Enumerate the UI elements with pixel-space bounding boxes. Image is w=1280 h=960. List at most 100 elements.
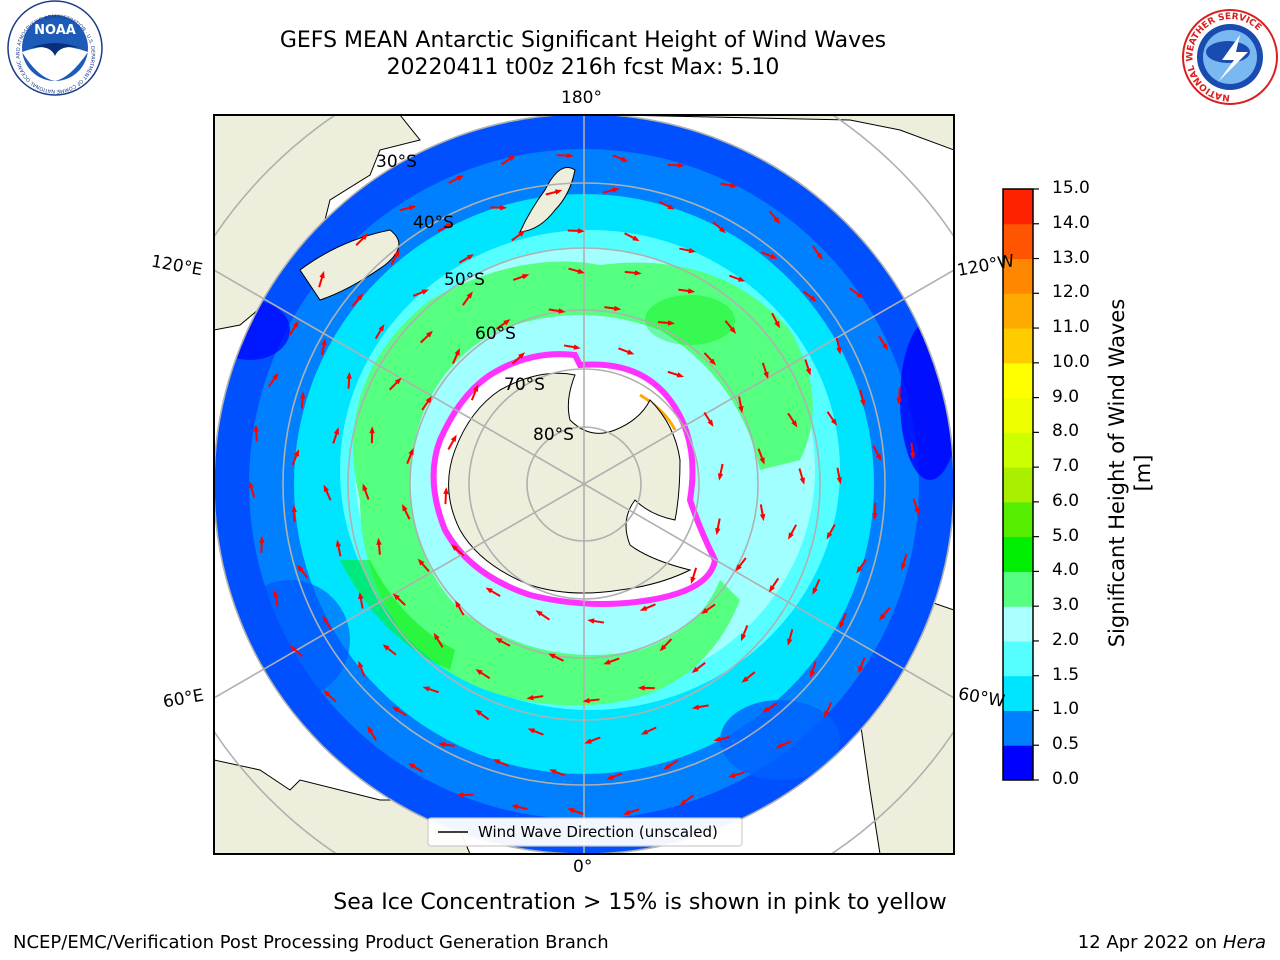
colorbar-segment [1003,432,1033,468]
colorbar-tick-label: 0.0 [1052,769,1080,789]
wave-direction-arrow [823,702,833,718]
wave-direction-arrow [587,618,605,624]
wave-direction-arrow [691,662,706,674]
colorbar-tick-label: 1.5 [1052,664,1080,685]
wave-direction-arrow [809,661,817,678]
wave-direction-arrow [812,578,821,595]
wave-direction-arrow [703,411,714,427]
wave-direction-arrow [323,690,337,703]
lat-label-60s: 60°S [475,324,516,344]
wave-direction-arrow [618,347,635,355]
wave-direction-arrow [912,498,920,515]
wave-direction-arrow [474,709,490,721]
wave-direction-arrow [332,427,339,444]
wave-height-field [214,115,954,854]
wave-direction-arrow [835,337,842,355]
wave-direction-arrow [495,319,511,330]
wave-direction-arrow [443,487,449,505]
wave-direction-arrow [690,567,698,585]
wave-direction-arrow [392,706,407,717]
wave-direction-arrow [771,312,780,329]
wave-direction-arrow [639,603,656,611]
wave-direction-arrow [545,189,563,196]
lat-label-30s: 30°S [376,152,417,172]
colorbar-segment [1003,189,1033,225]
wave-direction-arrow [856,558,867,574]
nws-logo: NATIONAL WEATHER SERVICE [1182,9,1278,105]
wave-direction-arrow [909,442,916,460]
wave-direction-arrow [612,154,629,162]
wave-direction-arrow [417,558,430,573]
wave-direction-arrow [450,544,465,557]
wave-direction-arrow [362,483,370,500]
wave-direction-arrow [548,653,565,662]
colorbar-segment [1003,571,1033,607]
wave-direction-arrow [455,600,465,616]
wave-direction-arrow [288,320,299,336]
map-title: GEFS MEAN Antarctic Significant Height o… [279,28,887,53]
wave-direction-arrow [273,589,279,607]
colorbar-segment [1003,640,1033,677]
wave-direction-arrow [624,270,642,276]
colorbar-tick-label: 6.0 [1052,490,1080,511]
wave-direction-arrow [253,424,259,442]
wave-direction-arrow [447,434,457,450]
wave-direction-arrow [291,505,297,523]
wave-direction-arrow [512,274,530,281]
wave-direction-arrow [548,769,566,777]
wave-direction-arrow [567,228,585,234]
wave-direction-arrow [738,396,744,414]
wave-direction-arrow [720,182,738,189]
wave-direction-arrow [511,352,526,365]
wave-direction-arrow [637,685,655,691]
wave-direction-arrow [407,762,423,773]
wave-direction-arrow [392,593,406,606]
colorbar-segment [1003,501,1033,538]
map-legend: Wind Wave Direction (unscaled) [427,817,743,847]
colorbar-tick-label: 10.0 [1052,351,1090,372]
wave-direction-arrow [452,348,460,364]
wave-direction-arrow [456,792,474,798]
wave-direction-arrow [667,370,685,378]
wave-direction-arrow [735,557,747,572]
wave-direction-arrow [527,728,544,736]
wave-direction-arrow [728,771,745,778]
colorbar-label: Significant Height of Wind Waves [m] [1105,298,1155,648]
colorbar-segment [1003,710,1033,746]
wave-direction-arrow [604,305,622,312]
graticule [214,115,954,854]
colorbar-segment [1003,606,1033,642]
wave-direction-arrow [388,377,402,391]
wave-direction-arrow [788,524,797,540]
wave-direction-arrow [358,660,366,677]
noaa-logo-text: NOAA [34,23,76,38]
wave-direction-arrow [761,362,769,380]
colorbar-segment [1003,397,1033,433]
wave-direction-arrow [729,274,746,282]
wave-direction-arrow [485,587,501,597]
colorbar-segment [1003,745,1033,781]
colorbar-tick-label: 8.0 [1052,421,1080,442]
wave-direction-arrow [296,564,309,579]
wave-direction-arrow [318,270,325,288]
wave-direction-arrow [475,669,491,680]
wave-direction-arrow [367,725,377,741]
wave-direction-arrow [422,686,439,694]
wave-direction-arrow [500,155,516,166]
wave-direction-arrow [678,288,696,294]
wave-direction-arrow [358,591,364,609]
wave-direction-arrow [323,484,332,501]
lat-label-80s: 80°S [533,425,574,445]
wave-direction-arrow [798,468,805,485]
colorbar-tick-label: 13.0 [1052,247,1090,268]
wave-direction-arrow [640,726,657,735]
wave-direction-arrow [548,308,566,314]
footer-date-text: 12 Apr 2022 on [1077,932,1223,953]
colorbar-tick-label: 4.0 [1052,560,1080,581]
plot-frame [213,114,955,855]
wave-direction-arrow [369,426,375,444]
wave-direction-arrow [826,411,838,426]
wind-wave-arrows [248,152,920,816]
footer-date: 12 Apr 2022 on Hera [1078,932,1266,953]
sea-ice-note: Sea Ice Concentration > 15% is shown in … [333,890,947,915]
